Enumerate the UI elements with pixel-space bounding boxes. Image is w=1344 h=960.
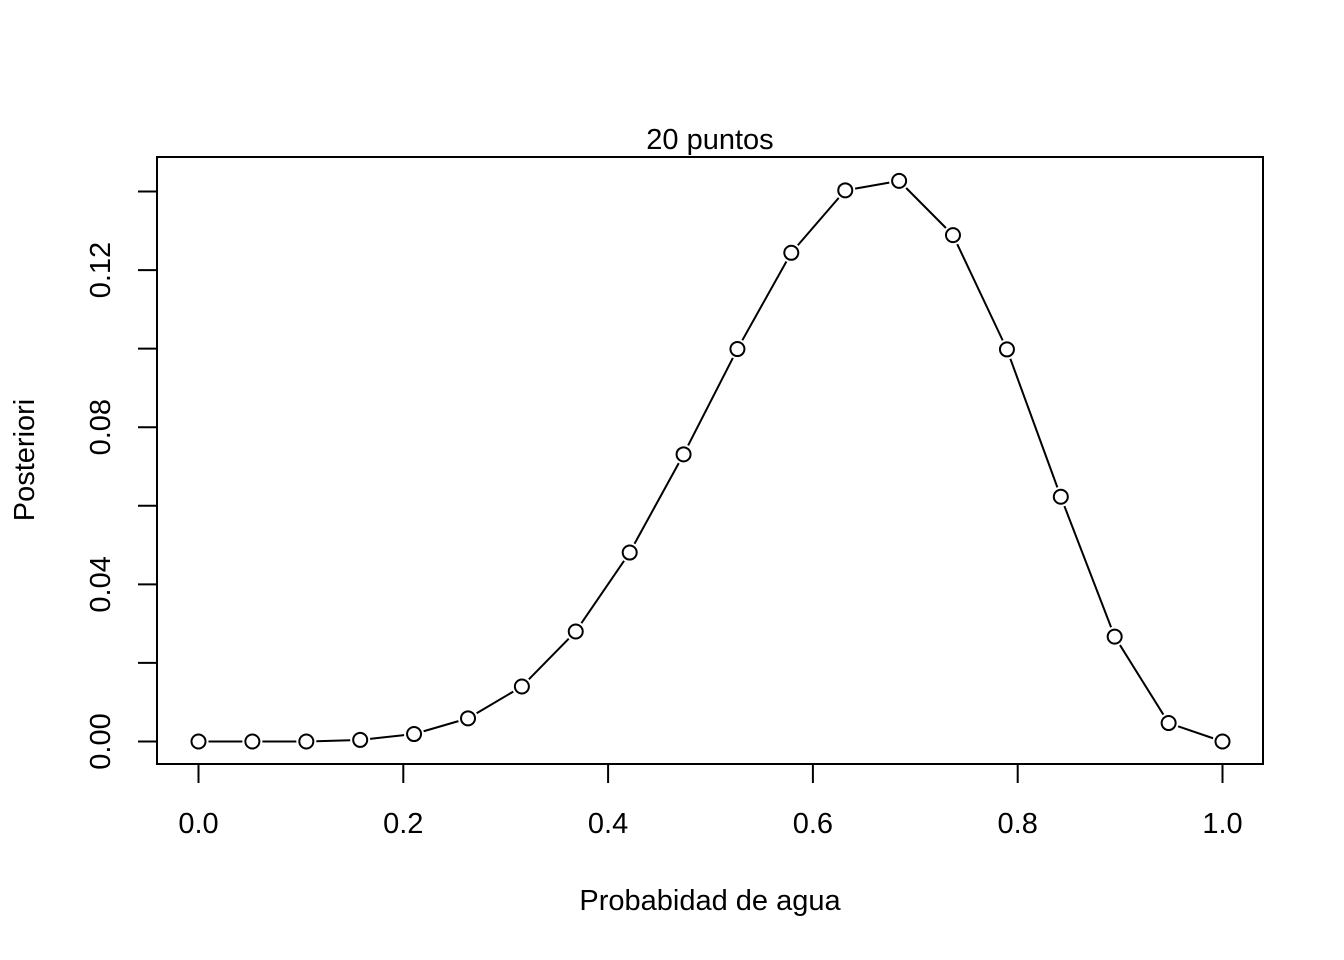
y-tick-label: 0.12 xyxy=(85,242,117,298)
data-point xyxy=(944,227,961,244)
data-point xyxy=(621,544,638,561)
series-segment xyxy=(905,187,947,229)
data-point xyxy=(244,733,261,750)
series-segment xyxy=(528,637,570,681)
data-point xyxy=(567,623,584,640)
plot-frame xyxy=(156,156,1264,765)
series-segment xyxy=(956,243,1004,341)
y-axis: 0.00 0.04 0.08 0.12 xyxy=(85,190,158,770)
x-tick-label: 0.6 xyxy=(793,808,833,840)
x-axis: 0.0 0.2 0.4 0.6 0.8 1.0 xyxy=(178,763,1243,840)
x-tick-label: 0.8 xyxy=(998,808,1038,840)
data-point xyxy=(513,678,530,695)
series-segment xyxy=(687,357,734,446)
x-tick-label: 0.2 xyxy=(383,808,423,840)
series-segment xyxy=(370,734,405,740)
data-point xyxy=(1160,715,1177,732)
x-tick-label: 0.4 xyxy=(588,808,628,840)
x-tick-label: 0.0 xyxy=(178,808,218,840)
series-segment xyxy=(423,720,459,733)
data-point xyxy=(1214,733,1231,750)
y-tick-label: 0.08 xyxy=(85,399,117,455)
x-tick-label: 1.0 xyxy=(1202,808,1242,840)
data-point xyxy=(1052,488,1069,505)
data-point xyxy=(675,446,692,463)
series-segment xyxy=(1063,505,1113,628)
x-axis-label: Probabidad de agua xyxy=(579,885,841,917)
series-segment xyxy=(580,560,625,624)
data-point xyxy=(729,341,746,358)
series-segment xyxy=(797,197,840,246)
series-segment xyxy=(1009,358,1059,488)
series-posteriori xyxy=(190,172,1231,750)
data-point xyxy=(352,731,369,748)
series-segment xyxy=(741,261,788,341)
chart-title: 20 puntos xyxy=(646,124,773,156)
y-tick-label: 0.04 xyxy=(85,556,117,612)
data-point xyxy=(998,341,1015,358)
data-point xyxy=(298,733,315,750)
data-point xyxy=(1106,628,1123,645)
data-point xyxy=(460,710,477,727)
y-axis-label: Posteriori xyxy=(9,399,41,522)
data-point xyxy=(837,182,854,199)
series-segment xyxy=(1177,725,1214,740)
data-point xyxy=(406,726,423,743)
series-segment xyxy=(476,690,514,715)
data-point xyxy=(190,733,207,750)
data-point xyxy=(783,244,800,261)
series-segment xyxy=(854,181,890,190)
y-tick-label: 0.00 xyxy=(85,713,117,769)
data-point xyxy=(891,172,908,189)
series-segment xyxy=(1119,644,1165,716)
series-segment xyxy=(316,739,351,743)
series-segment xyxy=(633,462,680,545)
